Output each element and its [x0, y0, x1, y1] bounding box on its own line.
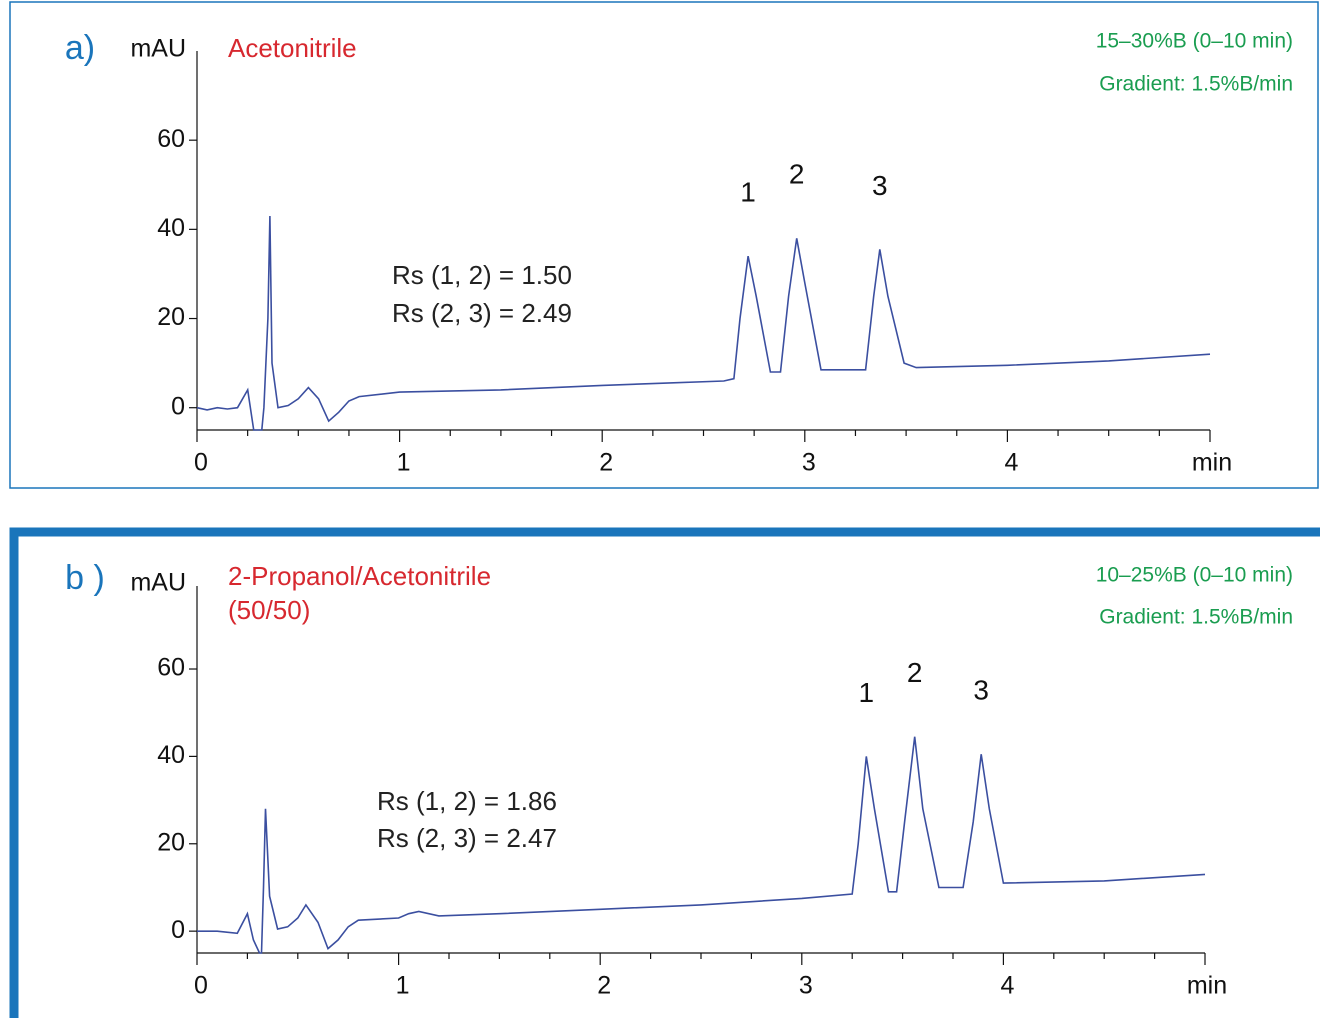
resolution-text: Rs (1, 2) = 1.50	[392, 260, 572, 290]
x-tick-label: 4	[1000, 972, 1014, 1000]
x-tick-label: min	[1187, 972, 1227, 1000]
resolution-text: Rs (2, 3) = 2.47	[377, 823, 557, 853]
x-tick-label: 3	[802, 449, 816, 477]
solvent-label: (50/50)	[228, 595, 310, 625]
y-tick-label: 40	[157, 741, 185, 769]
chromatogram-line	[196, 215, 1211, 431]
panel-frame	[9, 527, 1320, 1018]
y-tick-label: 20	[157, 303, 185, 331]
x-tick-label: 0	[194, 972, 208, 1000]
y-tick-label: 60	[157, 654, 185, 682]
solvent-label: 2-Propanol/Acetonitrile	[228, 561, 491, 591]
x-tick-label: 1	[396, 972, 410, 1000]
chromatogram-line	[197, 736, 1206, 954]
x-tick-label: 3	[799, 972, 813, 1000]
resolution-text: Rs (2, 3) = 2.49	[392, 298, 572, 328]
peak-label: 3	[973, 675, 989, 706]
condition-text: 10–25%B (0–10 min)	[1096, 564, 1293, 587]
x-tick-label: 2	[599, 449, 613, 477]
x-tick-label: 0	[194, 449, 208, 477]
solvent-label: Acetonitrile	[228, 33, 357, 63]
y-tick-label: 40	[157, 214, 185, 242]
y-axis-label: mAU	[130, 569, 186, 597]
peak-label: 1	[740, 176, 756, 207]
x-tick-label: 1	[397, 449, 411, 477]
y-tick-label: 0	[171, 392, 185, 420]
condition-text: Gradient: 1.5%B/min	[1099, 606, 1293, 629]
condition-text: 15–30%B (0–10 min)	[1096, 30, 1293, 53]
peak-label: 2	[907, 657, 923, 688]
y-tick-label: 20	[157, 828, 185, 856]
y-axis-label: mAU	[130, 35, 186, 63]
panel-label: b )	[65, 559, 105, 597]
panel-label: a)	[65, 29, 95, 67]
x-tick-label: min	[1192, 449, 1232, 477]
condition-text: Gradient: 1.5%B/min	[1099, 73, 1293, 96]
y-tick-label: 60	[157, 125, 185, 153]
y-tick-label: 0	[171, 916, 185, 944]
peak-label: 2	[789, 159, 805, 190]
peak-label: 1	[859, 677, 875, 708]
x-tick-label: 4	[1004, 449, 1018, 477]
resolution-text: Rs (1, 2) = 1.86	[377, 786, 557, 816]
panel-frame	[9, 1, 1319, 489]
x-tick-label: 2	[597, 972, 611, 1000]
peak-label: 3	[872, 170, 888, 201]
